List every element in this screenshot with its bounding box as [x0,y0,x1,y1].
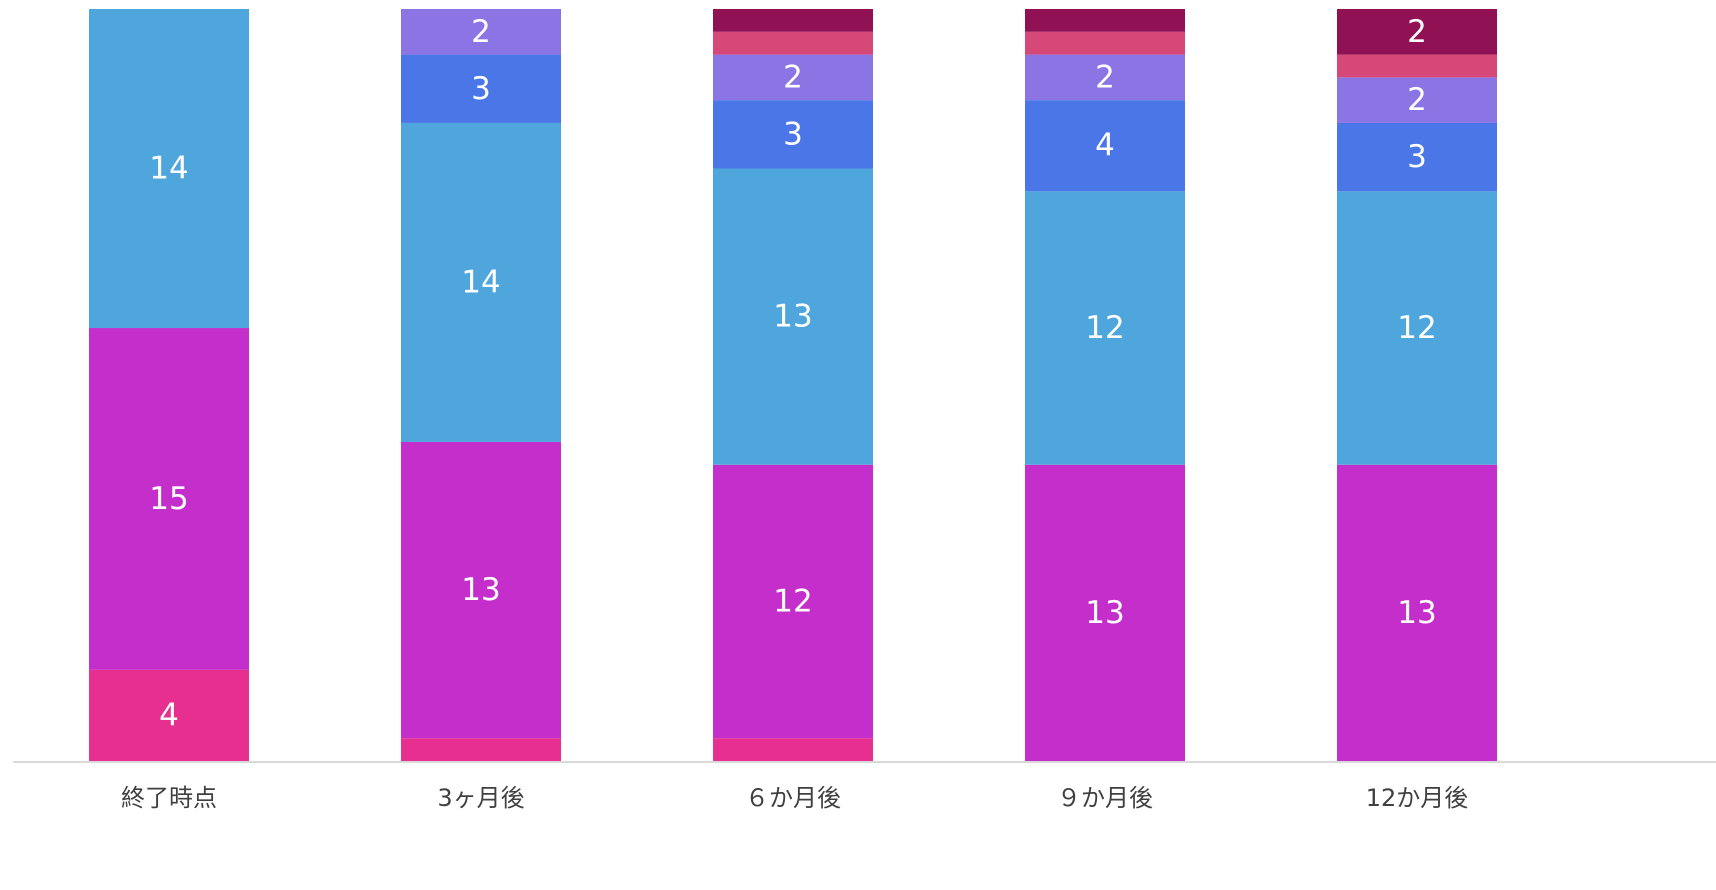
bar-segment [1025,100,1185,192]
data-label: 14 [461,264,500,300]
bar-segment [1025,31,1185,55]
data-label: 13 [1397,595,1436,631]
data-label: 2 [1095,59,1115,95]
bar-segment [401,738,561,761]
data-label: 13 [461,572,500,608]
data-label: 13 [773,299,812,335]
bar-segment [89,328,249,670]
data-label: 12 [773,583,812,619]
bar-segment [1337,77,1497,123]
data-label: 2 [471,14,491,50]
bar-segment [713,54,873,101]
bar-segment [1025,54,1185,101]
bar-segment [713,100,873,169]
bar-segment [1025,464,1185,761]
data-label: 14 [149,151,188,187]
bar-segment [89,669,249,761]
bar-segment [401,9,561,55]
bar-segment [713,31,873,55]
bar-segment [1025,191,1185,465]
data-label: 4 [159,697,179,733]
bar-segment [1337,9,1497,55]
x-tick-label: ９か月後 [1057,784,1153,812]
data-label: 2 [1407,14,1427,50]
data-label: 12 [1085,310,1124,346]
data-label: 2 [1407,82,1427,118]
data-label: 13 [1085,595,1124,631]
data-label: 3 [783,116,803,152]
bar-segment [1337,464,1497,761]
bar-segment [401,54,561,123]
bar-segment [713,464,873,739]
bar-segment [1337,122,1497,192]
data-label: 4 [1095,128,1115,164]
bar-segment [401,122,561,442]
bar-segment [713,738,873,761]
data-label: 3 [1407,139,1427,175]
bar-segment [713,168,873,465]
x-tick-label: ６か月後 [745,784,841,812]
category-labels-layer: 終了時点 3ヶ月後 ６か月後 ９か月後 12か月後 [121,784,1468,812]
bar-segment [1337,191,1497,465]
data-label: 3 [471,71,491,107]
x-tick-label: 12か月後 [1366,784,1469,812]
bars-layer [89,9,1497,761]
data-label: 15 [149,481,188,517]
x-tick-label: 終了時点 [121,784,217,812]
x-tick-label: 3ヶ月後 [437,784,524,812]
data-label: 2 [783,59,803,95]
bar-segment [1025,9,1185,32]
bar-segment [89,9,249,329]
bar-segment [713,9,873,32]
bar-segment [401,441,561,739]
bar-segment [1337,54,1497,78]
segment-labels-layer: 4 15 14 13 14 3 2 12 13 3 2 13 12 4 2 13 12 3 2 2 [149,14,1436,734]
data-label: 12 [1397,310,1436,346]
